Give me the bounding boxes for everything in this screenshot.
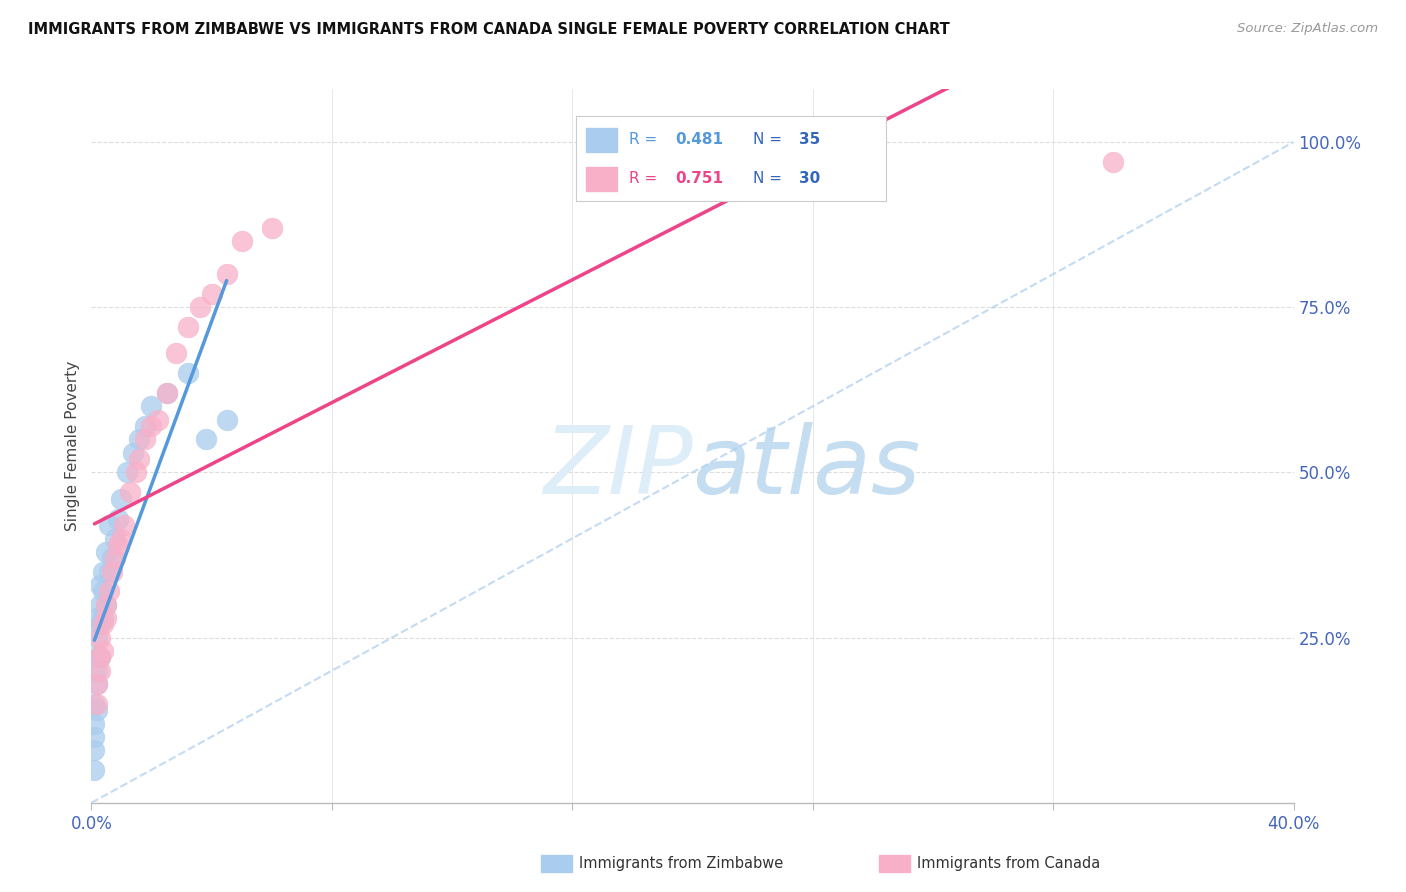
Text: 0.751: 0.751 <box>675 171 724 186</box>
Text: N =: N = <box>752 132 786 147</box>
Point <box>93 611 115 625</box>
Text: Immigrants from Canada: Immigrants from Canada <box>917 856 1099 871</box>
Point <box>107 538 129 552</box>
Point <box>83 730 105 744</box>
Point <box>201 287 224 301</box>
Point <box>155 386 177 401</box>
FancyBboxPatch shape <box>541 855 572 872</box>
Point <box>134 433 156 447</box>
Point <box>86 703 108 717</box>
Point <box>134 419 156 434</box>
Point <box>93 565 115 579</box>
Point <box>1102 154 1125 169</box>
Point <box>104 532 127 546</box>
Point <box>86 631 108 645</box>
Point <box>89 617 111 632</box>
Text: 0.481: 0.481 <box>675 132 724 147</box>
Point <box>98 565 121 579</box>
Point <box>93 644 115 658</box>
Point <box>89 650 111 665</box>
Point <box>120 485 142 500</box>
Point <box>110 532 132 546</box>
Text: IMMIGRANTS FROM ZIMBABWE VS IMMIGRANTS FROM CANADA SINGLE FEMALE POVERTY CORRELA: IMMIGRANTS FROM ZIMBABWE VS IMMIGRANTS F… <box>28 22 950 37</box>
Point <box>101 565 124 579</box>
Point <box>101 551 124 566</box>
Point <box>83 763 105 777</box>
Point <box>215 267 238 281</box>
Point <box>89 631 111 645</box>
Text: 30: 30 <box>799 171 821 186</box>
Point <box>215 412 238 426</box>
Point <box>83 743 105 757</box>
Point <box>141 400 163 414</box>
Point <box>194 433 217 447</box>
Point <box>146 412 169 426</box>
Point <box>86 677 108 691</box>
Text: ZIP: ZIP <box>543 422 692 513</box>
Point <box>89 650 111 665</box>
Point <box>86 650 108 665</box>
Point <box>165 346 187 360</box>
Point <box>155 386 177 401</box>
Point <box>110 491 132 506</box>
Text: R =: R = <box>628 132 662 147</box>
Point <box>93 584 115 599</box>
Point <box>141 419 163 434</box>
Point <box>86 677 108 691</box>
Point <box>83 716 105 731</box>
Point <box>128 433 150 447</box>
Point <box>176 320 198 334</box>
Point <box>96 598 118 612</box>
Point <box>83 697 105 711</box>
Point <box>125 466 148 480</box>
Text: Source: ZipAtlas.com: Source: ZipAtlas.com <box>1237 22 1378 36</box>
Text: 35: 35 <box>799 132 821 147</box>
Point <box>231 234 253 248</box>
Point <box>114 518 136 533</box>
Point <box>98 518 121 533</box>
FancyBboxPatch shape <box>586 167 617 191</box>
Point <box>98 584 121 599</box>
Point <box>89 578 111 592</box>
Point <box>107 511 129 525</box>
Text: N =: N = <box>752 171 786 186</box>
Point <box>122 445 145 459</box>
Point <box>104 551 127 566</box>
Point <box>176 367 198 381</box>
Point <box>93 617 115 632</box>
FancyBboxPatch shape <box>879 855 910 872</box>
Point <box>96 545 118 559</box>
Point <box>96 598 118 612</box>
Text: Immigrants from Zimbabwe: Immigrants from Zimbabwe <box>579 856 783 871</box>
Y-axis label: Single Female Poverty: Single Female Poverty <box>65 361 80 531</box>
Point <box>89 598 111 612</box>
Text: atlas: atlas <box>692 422 921 513</box>
Point <box>96 611 118 625</box>
Point <box>188 300 211 314</box>
Point <box>86 664 108 678</box>
Point <box>86 611 108 625</box>
Point <box>128 452 150 467</box>
Point <box>117 466 139 480</box>
Point <box>86 697 108 711</box>
FancyBboxPatch shape <box>586 128 617 152</box>
Point <box>89 664 111 678</box>
Point <box>260 221 283 235</box>
Text: R =: R = <box>628 171 662 186</box>
